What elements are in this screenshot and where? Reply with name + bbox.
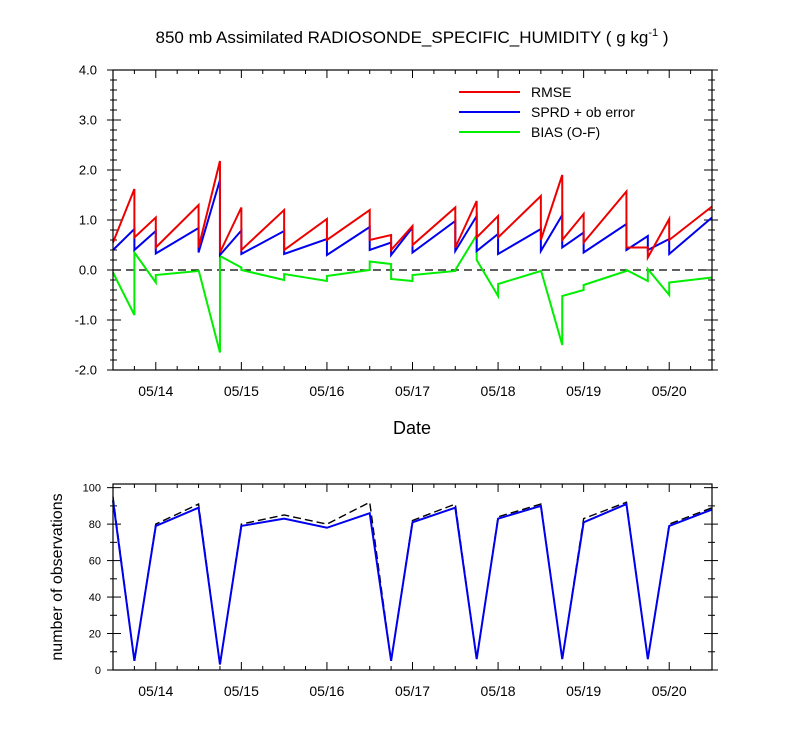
x-tick-label: 05/14 bbox=[138, 383, 173, 399]
x-tick-label: 05/17 bbox=[395, 683, 430, 699]
y-tick-label: 0.0 bbox=[79, 263, 97, 278]
x-tick-label: 05/16 bbox=[309, 383, 344, 399]
legend-label-bias-o-f: BIAS (O-F) bbox=[531, 124, 600, 140]
y-tick-label: 40 bbox=[89, 592, 101, 604]
x-tick-label: 05/15 bbox=[224, 683, 259, 699]
obs-series-solid bbox=[112, 500, 713, 665]
y-tick-label: 4.0 bbox=[79, 63, 97, 78]
legend-label-sprd-ob-error: SPRD + ob error bbox=[531, 104, 635, 120]
x-tick-label: 05/20 bbox=[652, 383, 687, 399]
legend-label-rmse: RMSE bbox=[531, 84, 571, 100]
bottom-chart-y-axis-label: number of observations bbox=[49, 493, 66, 660]
x-tick-label: 05/17 bbox=[395, 383, 430, 399]
y-tick-label: 3.0 bbox=[79, 113, 97, 128]
bottom-chart-frame bbox=[112, 483, 713, 671]
y-tick-label: 60 bbox=[89, 555, 101, 567]
top-chart-x-axis-label: Date bbox=[393, 418, 431, 438]
y-tick-label: 1.0 bbox=[79, 213, 97, 228]
series-line-bias-o-f bbox=[112, 231, 713, 353]
bottom-chart-panel: 05/14 05/15 05/16 05/17 05/18 05/19 05/20 0 20 40… bbox=[49, 482, 718, 699]
x-tick-label: 05/16 bbox=[309, 683, 344, 699]
y-tick-label: 2.0 bbox=[79, 163, 97, 178]
y-tick-label: 0 bbox=[95, 665, 101, 677]
x-tick-label: 05/19 bbox=[566, 683, 601, 699]
top-chart-plot-area: 05/14 05/15 05/16 05/17 05/18 05/19 05/20 -2.0 -… bbox=[75, 63, 718, 399]
x-tick-label: 05/18 bbox=[481, 383, 516, 399]
x-tick-label: 05/15 bbox=[224, 383, 259, 399]
obs-series-dashed bbox=[112, 496, 713, 665]
top-chart-panel: 05/14 05/15 05/16 05/17 05/18 05/19 05/20 -2.0 -… bbox=[75, 63, 718, 438]
x-tick-label: 05/14 bbox=[138, 683, 173, 699]
figure-title: 850 mb Assimilated RADIOSONDE_SPECIFIC_H… bbox=[156, 27, 669, 47]
top-chart-frame bbox=[112, 69, 713, 371]
y-tick-label: 100 bbox=[83, 482, 101, 494]
y-tick-label: 20 bbox=[89, 628, 101, 640]
series-line-rmse bbox=[112, 160, 713, 262]
x-tick-label: 05/19 bbox=[566, 383, 601, 399]
y-tick-label: 80 bbox=[89, 519, 101, 531]
top-chart-legend: RMSE SPRD + ob error BIAS (O-F) bbox=[459, 84, 635, 140]
x-tick-label: 05/18 bbox=[481, 683, 516, 699]
bottom-chart-plot-area: 05/14 05/15 05/16 05/17 05/18 05/19 05/20 0 20 40… bbox=[83, 482, 718, 699]
y-tick-label: -1.0 bbox=[75, 313, 97, 328]
y-tick-label: -2.0 bbox=[75, 363, 97, 378]
x-tick-label: 05/20 bbox=[652, 683, 687, 699]
